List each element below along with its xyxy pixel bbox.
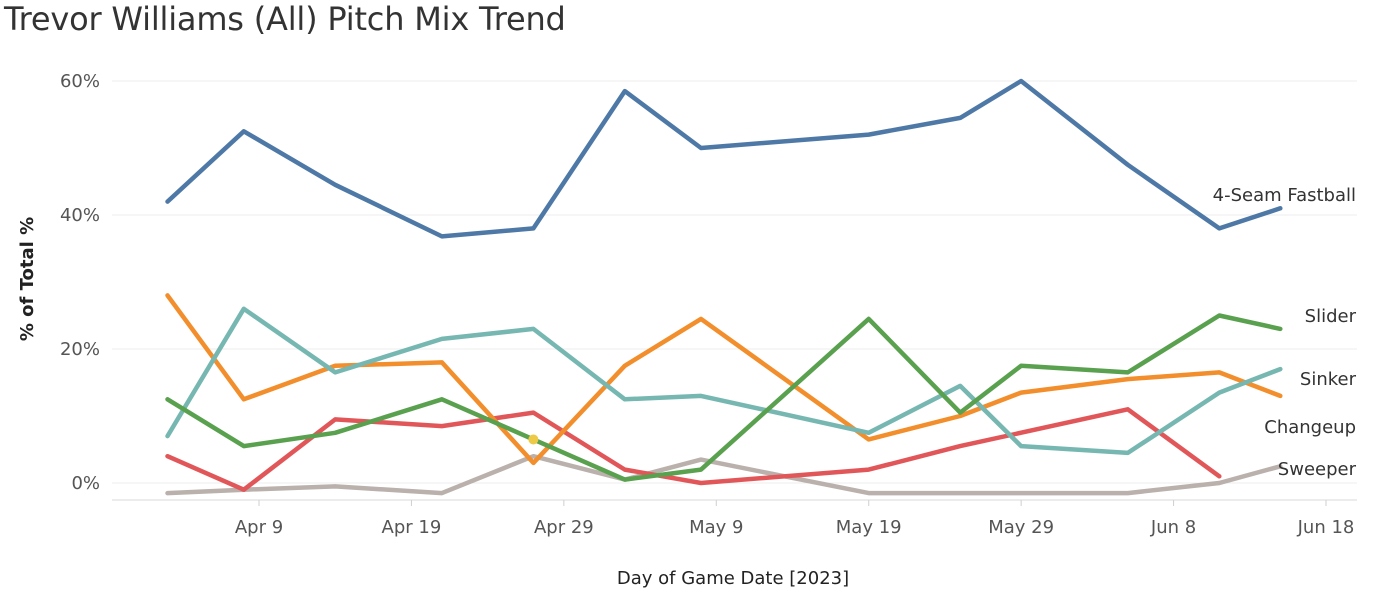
series-label-slider: Slider [1305, 306, 1357, 327]
y-tick-label: 0% [71, 473, 100, 494]
x-tick-label: Jun 18 [1297, 517, 1355, 538]
highlight-point [528, 434, 539, 445]
series-line-4-seam-fastball [165, 78, 1283, 239]
y-axis-title: % of Total % [17, 217, 38, 341]
series-line-sweeper [165, 453, 1283, 496]
x-tick-label: Apr 19 [382, 517, 442, 538]
y-tick-label: 40% [60, 205, 100, 226]
grid-lines [112, 80, 1357, 484]
y-tick-label: 20% [60, 339, 100, 360]
series-label-sinker: Sinker [1300, 369, 1357, 390]
series-labels: 4-Seam Fastball Slider Sinker Changeup Sweep… [1213, 185, 1357, 480]
series-line-changeup [165, 293, 1283, 466]
series-line-slider [165, 313, 1283, 482]
x-axis-title: Day of Game Date [2023] [617, 568, 849, 589]
series-lines [165, 78, 1283, 496]
x-tick-label: May 9 [689, 517, 743, 538]
y-tick-label: 60% [60, 71, 100, 92]
series-line-unlabeled [165, 407, 1222, 492]
series-label-changeup: Changeup [1264, 417, 1356, 438]
x-tick-label: Apr 29 [534, 517, 594, 538]
x-tick-label: May 29 [988, 517, 1054, 538]
chart-title: Trevor Williams (All) Pitch Mix Trend [4, 0, 566, 38]
series-line-sinker [165, 306, 1283, 456]
axes: 0% 20% 40% 60% Apr 9 Apr 19 Apr 29 May 9 May 19 M… [60, 71, 1357, 538]
series-label-sweeper: Sweeper [1278, 459, 1357, 480]
x-tick-label: Jun 8 [1150, 517, 1196, 538]
x-tick-label: May 19 [836, 517, 902, 538]
x-tick-label: Apr 9 [235, 517, 283, 538]
series-label-4-seam-fastball: 4-Seam Fastball [1213, 185, 1356, 206]
